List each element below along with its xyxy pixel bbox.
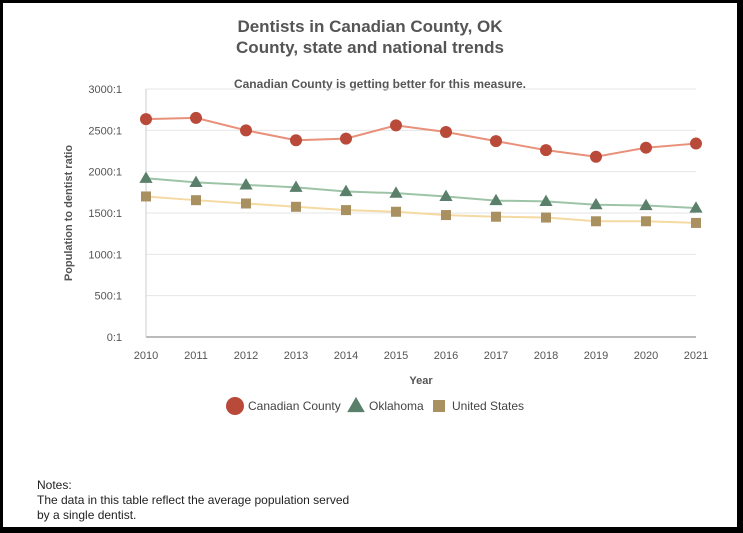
- data-point-united-states: [641, 216, 651, 227]
- chart-title-line1: Dentists in Canadian County, OK: [237, 17, 503, 36]
- data-point-canadian-county: [240, 124, 252, 137]
- data-point-oklahoma: [189, 175, 203, 187]
- chart-title: Dentists in Canadian County, OK County, …: [3, 16, 737, 58]
- data-point-oklahoma: [439, 189, 453, 202]
- data-point-oklahoma: [239, 178, 253, 190]
- data-point-united-states: [291, 201, 301, 212]
- data-point-canadian-county: [440, 125, 452, 138]
- x-tick-label: 2017: [484, 350, 508, 362]
- data-point-oklahoma: [389, 186, 403, 198]
- data-point-canadian-county: [690, 137, 702, 150]
- notes: Notes: The data in this table reflect th…: [37, 478, 397, 523]
- data-point-oklahoma: [589, 197, 603, 210]
- data-point-oklahoma: [489, 193, 503, 206]
- x-tick-label: 2018: [534, 350, 558, 362]
- data-point-canadian-county: [290, 134, 302, 147]
- data-point-oklahoma: [689, 201, 703, 213]
- x-tick-label: 2021: [684, 350, 708, 362]
- chart-subtitle: Canadian County is getting better for th…: [233, 77, 527, 91]
- y-tick-label: 500:1: [94, 291, 122, 303]
- y-tick-label: 0:1: [107, 332, 122, 344]
- data-point-united-states: [391, 206, 401, 217]
- data-point-oklahoma: [289, 180, 303, 192]
- y-tick-label: 2500:1: [88, 125, 122, 137]
- x-tick-label: 2014: [334, 350, 358, 362]
- legend-marker-canadian-county: [226, 397, 244, 415]
- y-tick-label: 3000:1: [88, 84, 122, 96]
- data-point-united-states: [541, 212, 551, 223]
- x-tick-label: 2011: [184, 350, 208, 362]
- notes-line1: The data in this table reflect the avera…: [37, 493, 350, 507]
- x-axis-title: Year: [409, 375, 433, 387]
- y-axis-title: Population to dentist ratio: [63, 145, 75, 282]
- y-tick-label: 1000:1: [88, 249, 122, 261]
- series-line-canadian-county: [145, 116, 697, 158]
- data-point-canadian-county: [140, 113, 152, 126]
- data-point-oklahoma: [539, 194, 553, 206]
- data-point-oklahoma: [639, 198, 653, 211]
- x-tick-label: 2016: [434, 350, 458, 362]
- data-point-oklahoma: [339, 184, 353, 197]
- x-tick-label: 2010: [134, 350, 158, 362]
- data-point-united-states: [441, 210, 451, 221]
- line-chart: 0:1 500:1 1000:1 1500:1 2000:1 2500:1 3000:1 20…: [63, 84, 708, 415]
- legend-label-canadian-county: Canadian County: [248, 399, 341, 413]
- y-tick-label: 2000:1: [88, 167, 122, 179]
- x-tick-label: 2012: [234, 350, 258, 362]
- data-point-united-states: [191, 195, 201, 206]
- legend-marker-united-states: [433, 400, 445, 412]
- data-point-united-states: [591, 216, 601, 227]
- data-point-united-states: [341, 205, 351, 216]
- data-point-united-states: [691, 217, 701, 228]
- data-point-canadian-county: [190, 111, 202, 124]
- chart-title-line2: County, state and national trends: [236, 38, 504, 57]
- x-tick-label: 2015: [384, 350, 408, 362]
- legend-label-oklahoma: Oklahoma: [369, 399, 424, 413]
- data-point-canadian-county: [590, 150, 602, 163]
- data-point-canadian-county: [340, 132, 352, 145]
- data-point-united-states: [491, 211, 501, 222]
- legend-marker-oklahoma: [347, 396, 365, 413]
- notes-heading: Notes:: [37, 478, 72, 492]
- series-line-oklahoma: [145, 177, 697, 210]
- data-point-canadian-county: [390, 119, 402, 132]
- legend-label-united-states: United States: [452, 399, 524, 413]
- data-point-canadian-county: [640, 141, 652, 154]
- notes-line2: by a single dentist.: [37, 508, 137, 522]
- y-tick-label: 1500:1: [88, 208, 122, 220]
- data-point-canadian-county: [490, 135, 502, 148]
- data-point-united-states: [141, 191, 151, 202]
- x-tick-label: 2013: [284, 350, 308, 362]
- data-point-united-states: [241, 198, 251, 209]
- series-line-united-states: [145, 195, 697, 224]
- data-point-canadian-county: [540, 144, 552, 157]
- x-tick-label: 2020: [634, 350, 658, 362]
- x-tick-label: 2019: [584, 350, 608, 362]
- data-point-oklahoma: [139, 171, 153, 183]
